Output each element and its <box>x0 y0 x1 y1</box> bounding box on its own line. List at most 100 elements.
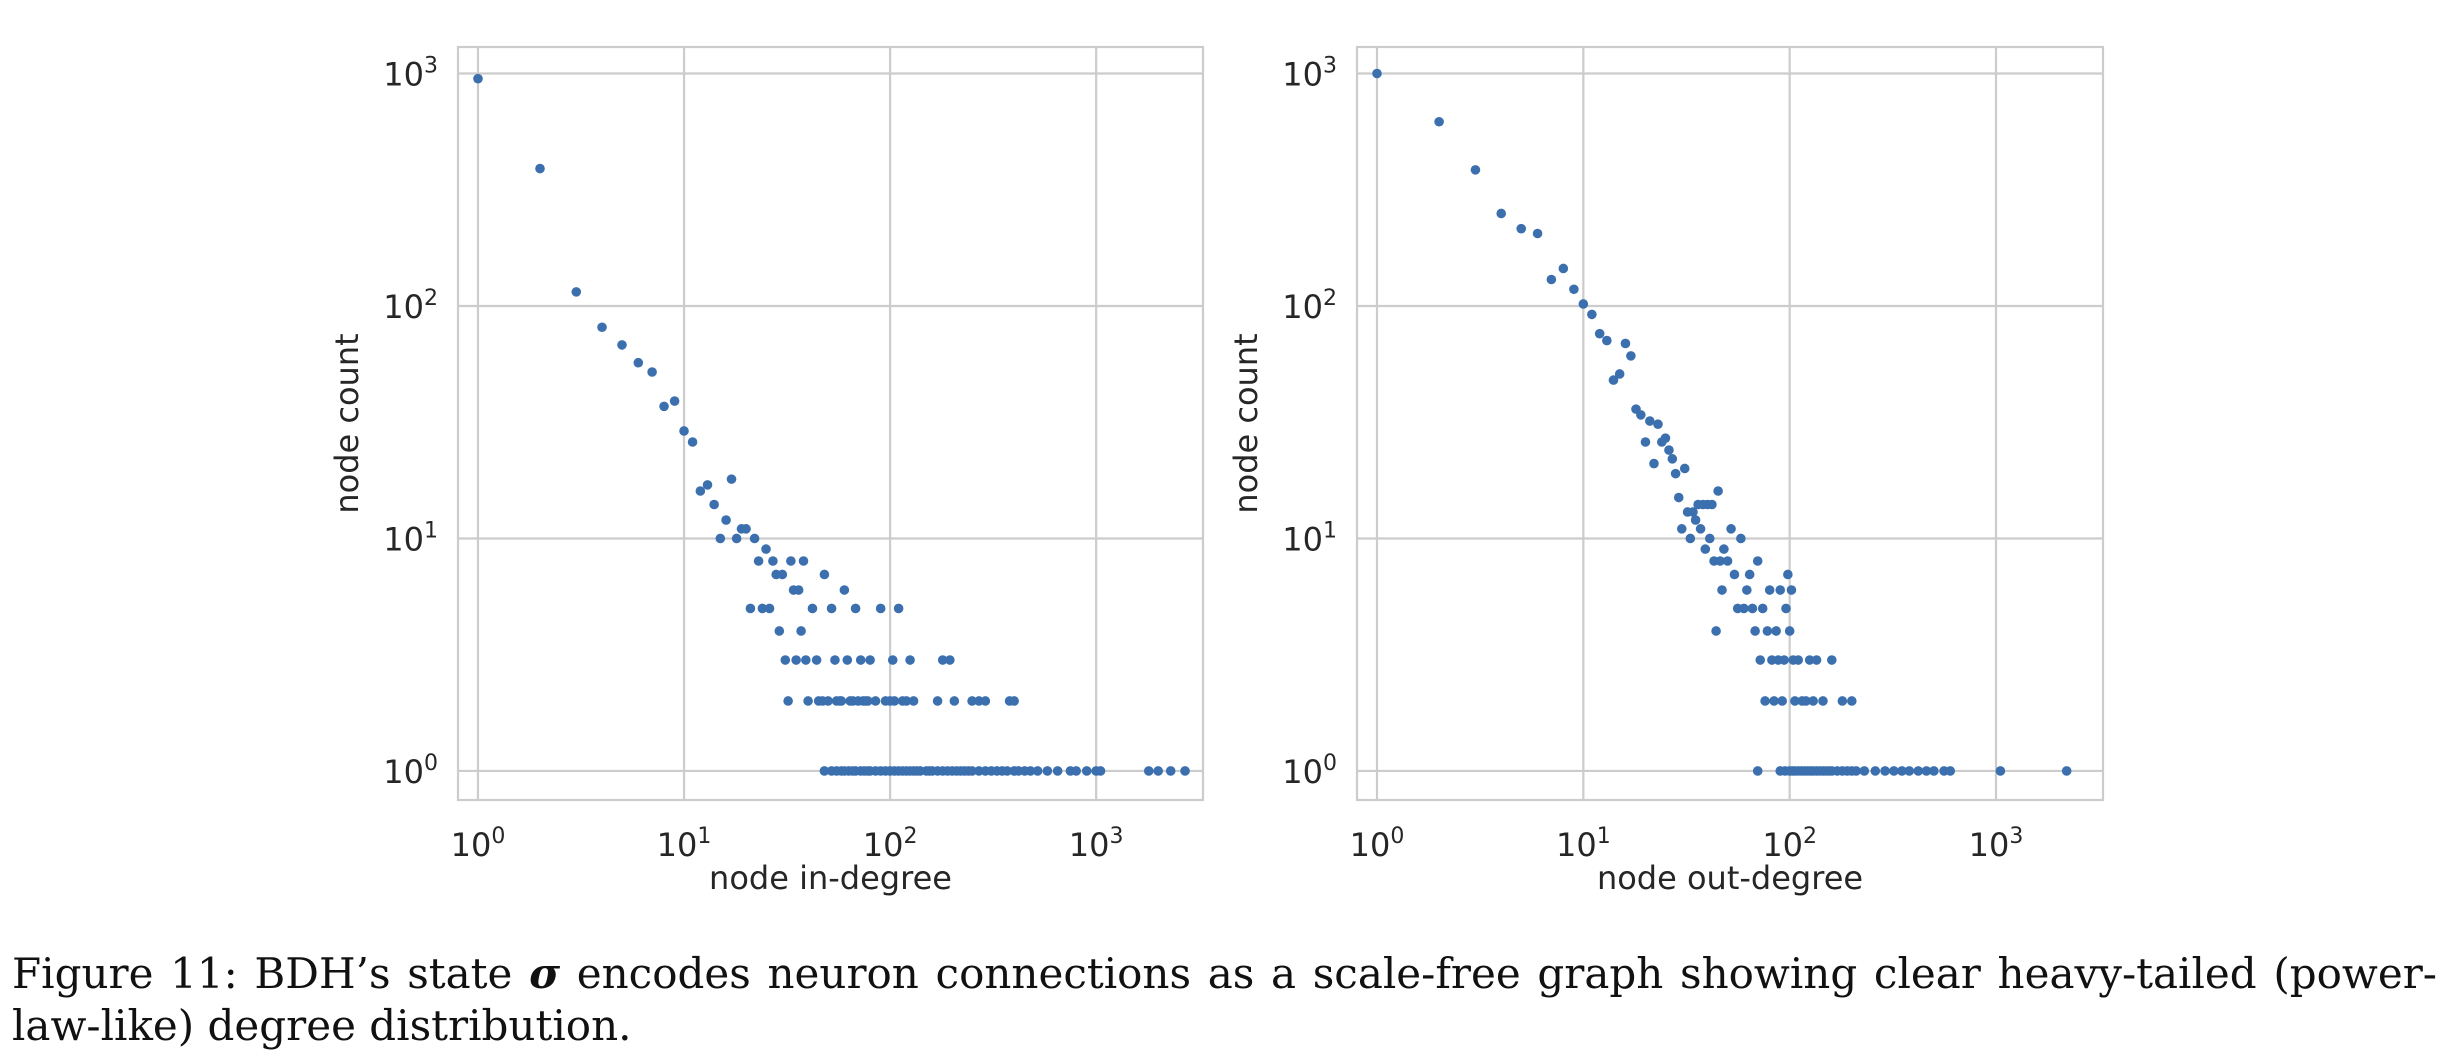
data-point <box>1372 68 1382 79</box>
data-point <box>2061 766 2072 776</box>
data-point <box>1587 309 1597 320</box>
data-point <box>1775 585 1786 595</box>
data-point <box>905 655 915 665</box>
data-point <box>893 603 904 614</box>
data-point <box>1180 766 1190 776</box>
data-point <box>1921 766 1932 776</box>
data-point <box>1081 766 1092 776</box>
data-point <box>1670 468 1681 479</box>
data-point <box>1660 433 1671 443</box>
data-point <box>839 585 850 595</box>
data-point <box>1777 696 1788 706</box>
data-point <box>807 603 818 614</box>
x-axis-label: node out-degree <box>1597 859 1863 897</box>
data-point <box>1786 585 1797 595</box>
data-point <box>850 603 861 614</box>
data-point <box>774 626 785 636</box>
data-point <box>687 437 698 447</box>
data-point <box>731 533 742 544</box>
data-point <box>1870 766 1881 776</box>
x-tick-label: 101 <box>1556 824 1611 864</box>
data-point <box>1653 419 1663 430</box>
data-point <box>749 533 760 544</box>
x-tick-label: 101 <box>657 824 712 864</box>
data-point <box>1679 463 1690 474</box>
data-point <box>1165 766 1176 776</box>
data-point <box>1052 766 1063 776</box>
data-point <box>1889 766 1899 776</box>
data-point <box>1636 410 1646 420</box>
data-point <box>863 696 873 706</box>
data-point <box>1742 585 1752 595</box>
caption-sigma-symbol: σ <box>529 949 561 998</box>
data-point <box>1783 569 1793 580</box>
data-point <box>823 696 833 706</box>
data-point <box>1752 766 1763 776</box>
x-tick-label: 102 <box>863 824 918 864</box>
data-point <box>709 499 719 510</box>
data-point <box>1793 655 1804 665</box>
x-tick-label: 100 <box>1350 824 1405 864</box>
data-point <box>1837 696 1848 706</box>
data-point <box>1826 655 1837 665</box>
data-point <box>1071 766 1081 776</box>
data-point <box>842 655 853 665</box>
data-point <box>1578 299 1589 309</box>
data-point <box>721 515 731 525</box>
data-point <box>764 603 775 614</box>
data-point <box>1649 458 1659 469</box>
data-point <box>1945 766 1956 776</box>
data-point <box>1676 524 1687 534</box>
x-tick-label: 103 <box>1069 824 1124 864</box>
data-point <box>1779 655 1789 665</box>
data-point <box>1729 569 1740 580</box>
data-point <box>702 480 713 490</box>
data-point <box>1717 585 1727 595</box>
data-point <box>726 474 737 484</box>
data-point <box>1470 165 1481 175</box>
data-point <box>745 603 756 614</box>
out-degree-chart: 100 101 102 103 100 101 102 103 node out-degree n… <box>1227 45 2105 897</box>
data-points <box>1372 68 2072 776</box>
data-point <box>1851 766 1861 776</box>
data-point <box>819 569 830 580</box>
y-tick-label: 100 <box>1282 751 1337 791</box>
data-point <box>753 556 764 566</box>
data-point <box>1781 603 1791 614</box>
y-tick-label: 103 <box>383 53 438 93</box>
data-point <box>887 655 898 665</box>
data-point <box>1929 766 1939 776</box>
data-point <box>1880 766 1890 776</box>
data-point <box>855 655 866 665</box>
data-point <box>1602 335 1612 346</box>
data-point <box>1594 328 1605 339</box>
data-point <box>1558 263 1569 274</box>
data-point <box>1496 208 1507 219</box>
data-point <box>659 401 669 412</box>
data-point <box>1790 696 1800 706</box>
data-point <box>1620 338 1631 349</box>
data-point <box>777 569 788 580</box>
data-point <box>647 367 657 377</box>
data-point <box>1695 524 1706 534</box>
data-point <box>1711 626 1721 636</box>
data-point <box>1752 556 1763 566</box>
y-tick-label: 103 <box>1282 53 1337 93</box>
data-point <box>1569 284 1579 295</box>
data-point <box>1808 696 1818 706</box>
data-point <box>1913 766 1924 776</box>
data-point <box>768 556 778 566</box>
data-point <box>1755 655 1766 665</box>
x-tick-label: 103 <box>1969 824 2024 864</box>
data-point <box>1688 507 1698 517</box>
data-point <box>1769 696 1779 706</box>
data-point <box>1719 544 1729 554</box>
data-point <box>741 524 751 534</box>
data-point <box>1685 533 1696 544</box>
data-point <box>937 655 948 665</box>
data-point <box>1846 696 1857 706</box>
plot-frame <box>1355 45 2105 802</box>
data-point <box>1762 626 1773 636</box>
data-point <box>1801 696 1811 706</box>
